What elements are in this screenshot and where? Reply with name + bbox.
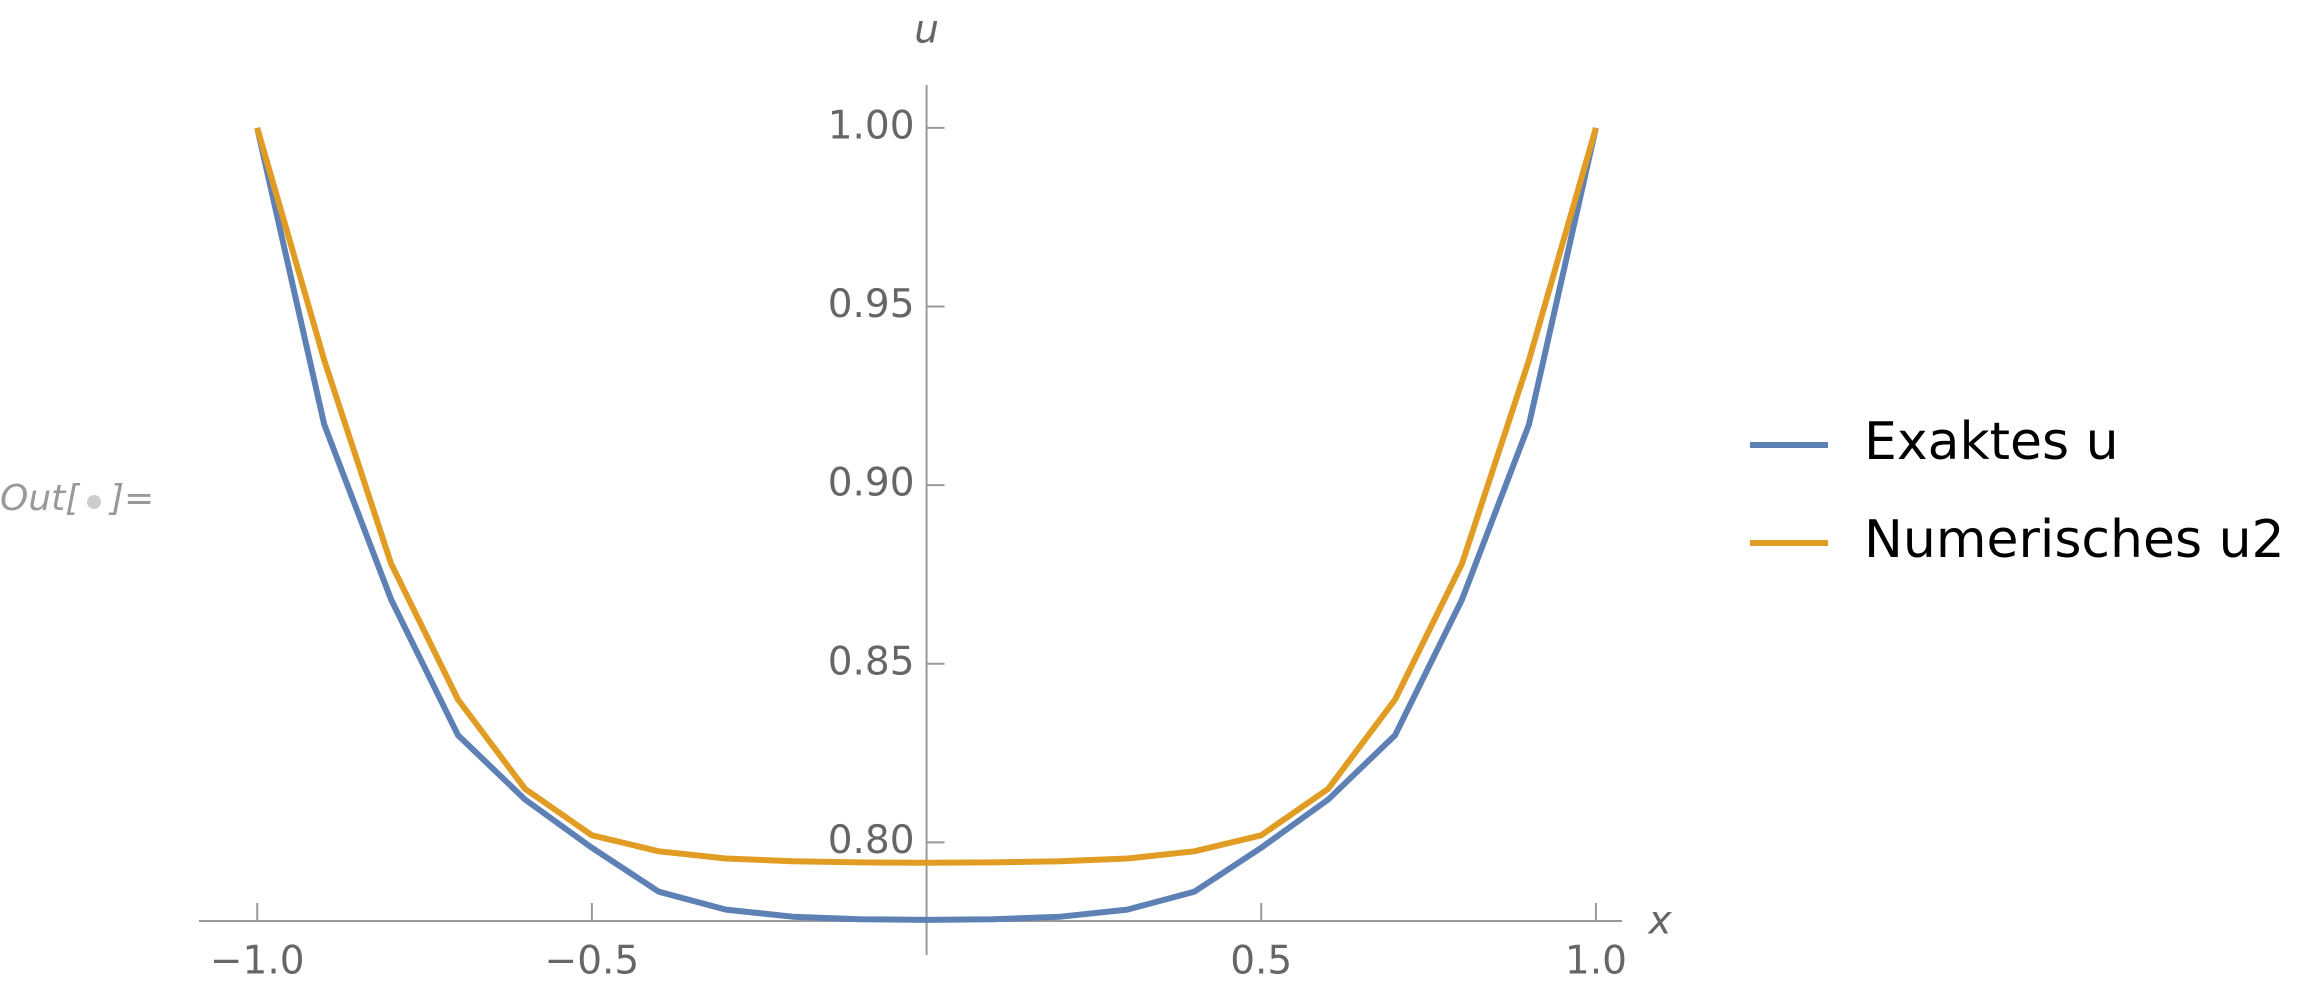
- x-tick-label: −1.0: [210, 939, 305, 984]
- legend-label: Exaktes u: [1864, 412, 2119, 472]
- data-line: [254, 127, 1599, 866]
- x-tick-label: 0.5: [1230, 939, 1292, 984]
- cell-label: ]=: [108, 478, 154, 519]
- y-axis-label: u: [914, 8, 939, 53]
- cell-label: Out[: [0, 478, 81, 519]
- y-tick-label: 0.90: [828, 461, 915, 506]
- legend-label: Numerisches u2: [1864, 510, 2285, 570]
- y-tick-label: 1.00: [828, 103, 915, 148]
- x-axis-label: x: [1646, 899, 1672, 944]
- y-tick-label: 0.80: [828, 818, 915, 863]
- x-tick-label: 1.0: [1565, 939, 1627, 984]
- x-tick-label: −0.5: [545, 939, 640, 984]
- cell-dot: [87, 495, 101, 509]
- y-tick-label: 0.85: [828, 639, 915, 684]
- y-tick-label: 0.95: [828, 282, 915, 327]
- data-line: [254, 127, 1599, 923]
